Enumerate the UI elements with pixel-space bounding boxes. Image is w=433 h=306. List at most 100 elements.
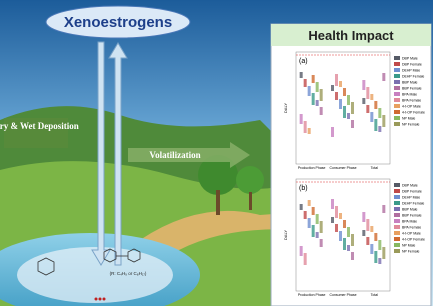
substituent-note: (R: C₄H₉ or C₈H₁₇) (110, 271, 147, 276)
legend-swatch (394, 231, 400, 235)
trunk (249, 192, 252, 210)
range-glyph (366, 87, 369, 99)
range-glyph (339, 81, 342, 87)
chart-tag: (a) (299, 58, 308, 65)
range-glyph (335, 92, 338, 100)
range-glyph (316, 214, 319, 224)
range-glyph (362, 212, 365, 222)
range-glyph (362, 80, 365, 90)
y-axis-label: DALY (283, 230, 288, 240)
legend-swatch (394, 225, 400, 229)
legend-label: BBP Male (402, 81, 418, 85)
range-glyph (300, 204, 303, 210)
range-glyph (378, 258, 381, 264)
range-glyph (312, 225, 315, 237)
graphical-abstract: Xenoestrogens Dry & Wet Deposition Volat… (0, 0, 433, 306)
legend-label: NP Male (402, 117, 415, 121)
range-glyph (347, 95, 350, 105)
legend-label: DBP Female (402, 190, 422, 194)
range-glyph (374, 251, 377, 263)
range-glyph (320, 89, 323, 101)
legend-label: BPA Female (402, 99, 421, 103)
range-glyph (362, 230, 365, 236)
range-glyph (335, 224, 338, 232)
x-tick-label: Consumer Phase (329, 293, 356, 297)
volatilization-label: Volatilization (149, 150, 200, 160)
legend-label: NP Female (402, 250, 419, 254)
legend-swatch (394, 219, 400, 223)
range-glyph (304, 211, 307, 219)
range-glyph (351, 252, 354, 260)
legend-swatch (394, 237, 400, 241)
range-glyph (316, 82, 319, 92)
legend-swatch (394, 116, 400, 120)
range-glyph (339, 99, 342, 109)
range-glyph (347, 245, 350, 251)
range-glyph (343, 88, 346, 96)
title: Xenoestrogens (64, 14, 172, 31)
range-glyph (382, 247, 385, 259)
range-glyph (370, 112, 373, 122)
range-glyph (316, 232, 319, 238)
range-glyph (362, 98, 365, 104)
range-glyph (343, 220, 346, 228)
x-tick-label: Production Phase (298, 166, 326, 170)
range-glyph (312, 75, 315, 83)
range-glyph (343, 238, 346, 250)
range-glyph (339, 231, 342, 241)
legend-swatch (394, 62, 400, 66)
range-glyph (339, 213, 342, 219)
range-glyph (351, 120, 354, 128)
x-tick-label: Consumer Phase (329, 166, 356, 170)
legend-swatch (394, 122, 400, 126)
range-glyph (378, 240, 381, 250)
range-glyph (308, 218, 311, 228)
legend-label: DEHP Female (402, 75, 424, 79)
range-glyph (312, 207, 315, 215)
legend-swatch (394, 98, 400, 102)
range-glyph (300, 246, 303, 256)
range-glyph (370, 244, 373, 254)
range-glyph (331, 127, 334, 137)
legend-swatch (394, 183, 400, 187)
x-tick-label: Total (371, 293, 379, 297)
legend-swatch (394, 68, 400, 72)
legend-label: BBP Male (402, 208, 418, 212)
range-glyph (331, 217, 334, 223)
legend-swatch (394, 104, 400, 108)
legend-label: 4-t-OP Female (402, 238, 425, 242)
legend-label: DEHP Male (402, 69, 420, 73)
range-glyph (304, 121, 307, 133)
range-glyph (335, 206, 338, 218)
legend-label: BBP Female (402, 214, 422, 218)
range-glyph (374, 101, 377, 109)
trunk (216, 190, 220, 215)
range-glyph (366, 237, 369, 245)
range-glyph (331, 199, 334, 209)
legend-swatch (394, 56, 400, 60)
legend-label: DBP Male (402, 57, 418, 61)
range-glyph (382, 115, 385, 127)
legend-label: DBP Male (402, 184, 418, 188)
legend-label: BPA Male (402, 93, 417, 97)
range-glyph (308, 86, 311, 96)
legend-swatch (394, 249, 400, 253)
panel-title: Health Impact (308, 28, 394, 43)
range-glyph (320, 239, 323, 247)
range-glyph (304, 79, 307, 87)
legend-swatch (394, 74, 400, 78)
legend-label: 4-t-OP Male (402, 232, 421, 236)
range-glyph (343, 106, 346, 118)
range-glyph (366, 219, 369, 231)
range-glyph (331, 85, 334, 91)
range-glyph (308, 200, 311, 206)
dot (103, 298, 106, 301)
legend-swatch (394, 195, 400, 199)
range-glyph (366, 105, 369, 113)
range-glyph (351, 102, 354, 114)
y-axis-label: DALY (283, 103, 288, 113)
legend-label: BPA Male (402, 220, 417, 224)
legend-label: BPA Female (402, 226, 421, 230)
range-glyph (300, 114, 303, 124)
legend-label: DEHP Female (402, 202, 424, 206)
